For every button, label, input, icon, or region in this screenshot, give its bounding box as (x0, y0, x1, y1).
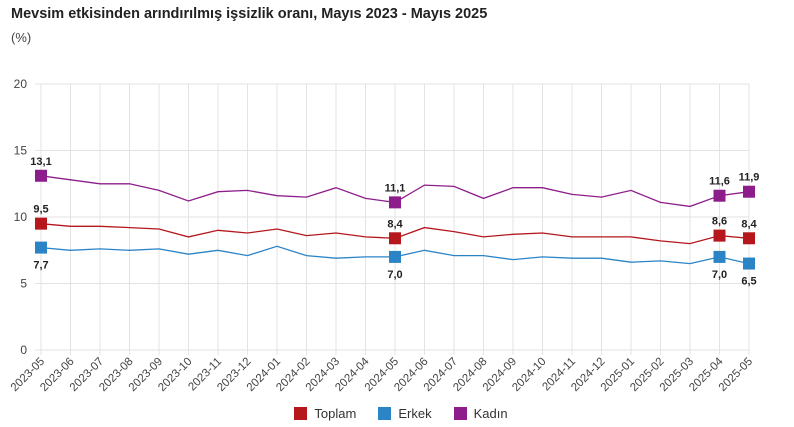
y-tick-label: 15 (14, 144, 28, 158)
legend-swatch-kadin (453, 407, 467, 420)
y-tick-label: 0 (20, 343, 27, 357)
data-label: 11,6 (709, 176, 730, 188)
legend-label-erkek: Erkek (398, 406, 432, 421)
data-label: 11,1 (385, 182, 406, 194)
legend-swatch-erkek (378, 407, 392, 420)
data-label: 9,5 (33, 204, 48, 216)
legend-label-toplam: Toplam (314, 406, 357, 421)
legend-item-kadin[interactable]: Kadın (453, 406, 508, 421)
data-label: 6,5 (741, 276, 756, 288)
data-point-marker[interactable] (743, 185, 755, 198)
unit-label: (%) (11, 30, 32, 45)
legend-item-toplam[interactable]: Toplam (294, 406, 356, 421)
x-axis: 2023-052023-062023-072023-082023-092023-… (9, 355, 755, 394)
data-label: 11,9 (739, 172, 760, 184)
data-label: 7,0 (387, 269, 402, 281)
data-point-marker[interactable] (713, 189, 726, 202)
data-point-marker[interactable] (35, 169, 47, 182)
data-point-marker[interactable] (389, 232, 401, 245)
data-label: 8,4 (741, 218, 757, 230)
data-label: 8,4 (387, 218, 403, 230)
data-point-marker[interactable] (35, 241, 47, 254)
y-tick-label: 20 (14, 77, 28, 91)
data-point-marker[interactable] (713, 229, 726, 242)
y-tick-label: 5 (20, 277, 27, 291)
data-label: 7,0 (712, 269, 727, 281)
data-point-marker[interactable] (389, 250, 401, 263)
y-tick-label: 10 (14, 210, 28, 224)
data-point-marker[interactable] (35, 217, 47, 230)
legend-label-kadin: Kadın (473, 406, 508, 421)
series-markers (35, 169, 755, 270)
data-label: 8,6 (712, 216, 727, 228)
data-label: 13,1 (30, 156, 51, 168)
data-point-marker[interactable] (389, 196, 401, 209)
legend-item-erkek[interactable]: Erkek (378, 406, 432, 421)
data-point-marker[interactable] (713, 250, 726, 263)
data-point-marker[interactable] (743, 232, 755, 245)
data-labels: 9,5 8,4 8,6 8,4 7,7 7,0 7,0 6,5 13,1 11,1 11,6 11,9 (30, 156, 759, 288)
data-label: 7,7 (33, 260, 48, 272)
grid (35, 83, 750, 355)
legend: Toplam Erkek Kadın (0, 406, 794, 421)
y-axis: 0 5 10 15 20 (14, 77, 28, 357)
data-point-marker[interactable] (743, 257, 755, 270)
chart-title: Mevsim etkisinden arındırılmış işsizlik … (11, 6, 488, 22)
legend-swatch-toplam (294, 407, 308, 420)
